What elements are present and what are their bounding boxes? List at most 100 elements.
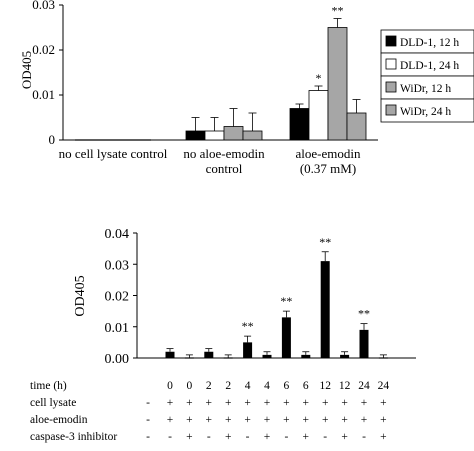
table-cell: 12 (339, 380, 351, 392)
bottom-chart-bar (243, 342, 253, 358)
table-cell: - (168, 431, 172, 443)
table-cell: 4 (264, 380, 270, 392)
bottom-chart-significance-mark: ** (280, 294, 292, 308)
top-chart-bar (308, 90, 329, 141)
table-cell: 12 (319, 380, 331, 392)
table-cell: + (341, 414, 348, 426)
top-chart-legend-swatch (385, 58, 397, 70)
table-cell: + (186, 397, 193, 409)
table-cell: + (167, 414, 174, 426)
table-cell: + (322, 414, 329, 426)
top-chart-legend-label: WiDr, 24 h (400, 106, 451, 118)
top-chart-bar (242, 130, 263, 141)
top-chart-bar (223, 126, 244, 141)
table-cell: + (303, 397, 310, 409)
top-chart-group-label: no aloe-emodin (183, 146, 265, 161)
table-cell: + (303, 414, 310, 426)
table-cell: 4 (245, 380, 251, 392)
table-cell: + (361, 414, 368, 426)
top-chart-y-axis-label: OD405 (19, 51, 34, 89)
table-cell: + (303, 431, 310, 443)
table-cell: 2 (225, 380, 231, 392)
bottom-chart-bars: ** ** ** ** (165, 235, 388, 359)
top-chart-bar (204, 130, 225, 141)
bottom-chart-y-ticks: 0.00 0.01 0.02 0.03 0.04 (105, 227, 137, 367)
top-chart-y-tick-label: 0.01 (32, 87, 55, 102)
table-cell: + (380, 431, 387, 443)
table-cell: + (264, 414, 271, 426)
bottom-chart-y-axis-label: OD405 (73, 275, 88, 316)
table-cell: + (244, 397, 251, 409)
table-cell: + (264, 431, 271, 443)
table-cell: + (225, 397, 232, 409)
top-chart-legend: DLD-1, 12 h DLD-1, 24 h WiDr, 12 h WiDr, 24… (380, 29, 474, 123)
top-chart-legend-label: DLD-1, 12 h (400, 37, 459, 49)
top-chart-significance-mark: ** (332, 4, 344, 18)
top-chart-group-label: (0.37 mM) (300, 161, 356, 176)
bottom-chart-axes (136, 233, 416, 359)
top-chart-y-tick-label: 0.02 (32, 42, 55, 57)
bottom-chart-bar (281, 317, 291, 358)
table-row-label: aloe-emodin (30, 414, 88, 426)
table-lead-cell: - (146, 414, 150, 426)
table-cell: + (380, 397, 387, 409)
top-chart-group-label: no cell lysate control (59, 146, 168, 161)
bottom-chart: OD405 0.00 0.01 0.02 0.03 0.04 ** ** ** ** time… (30, 227, 416, 443)
top-chart-bar (289, 108, 310, 141)
table-cell: - (323, 431, 327, 443)
bottom-chart-bar (320, 261, 330, 358)
table-cell: + (244, 414, 251, 426)
top-chart: OD405 0 0.01 0.02 0.03 *** no cell lysate c… (19, 0, 474, 176)
top-chart-legend-swatch (385, 35, 397, 47)
top-chart-legend-swatch (385, 81, 397, 93)
top-chart-y-ticks: 0 0.01 0.02 0.03 (32, 0, 63, 147)
top-chart-bar (185, 130, 206, 141)
bottom-chart-y-tick-label: 0.02 (105, 290, 130, 305)
table-cell: + (167, 397, 174, 409)
table-cell: - (284, 431, 288, 443)
top-chart-group-label: aloe-emodin (296, 146, 361, 161)
top-chart-bars: *** (75, 4, 367, 141)
bottom-chart-y-tick-label: 0.04 (105, 227, 130, 242)
table-row-label: cell lysate (30, 397, 76, 409)
top-chart-legend-label: WiDr, 12 h (400, 83, 451, 95)
table-cell: + (380, 414, 387, 426)
table-cell: + (283, 414, 290, 426)
top-chart-legend-swatch (385, 104, 397, 116)
table-lead-cell: - (146, 397, 150, 409)
top-chart-legend-label: DLD-1, 24 h (400, 60, 459, 72)
bottom-chart-bar (165, 351, 175, 358)
top-chart-group-label: control (206, 161, 243, 176)
top-chart-bar (327, 27, 348, 141)
table-cell: - (362, 431, 366, 443)
table-cell: + (322, 397, 329, 409)
bottom-chart-y-tick-label: 0.03 (105, 258, 130, 273)
table-cell: + (206, 397, 213, 409)
table-cell: - (207, 431, 211, 443)
bottom-chart-y-tick-label: 0.01 (105, 321, 130, 336)
top-chart-group-labels: no cell lysate control no aloe-emodincont… (59, 146, 361, 176)
table-cell: + (361, 397, 368, 409)
bottom-chart-significance-mark: ** (358, 307, 370, 321)
table-lead-cell: - (146, 431, 150, 443)
table-cell: 0 (167, 380, 173, 392)
table-cell: 2 (206, 380, 212, 392)
bottom-chart-bar (340, 354, 350, 358)
table-cell: - (246, 431, 250, 443)
table-cell: + (283, 397, 290, 409)
top-chart-bar (346, 112, 367, 141)
bottom-chart-bar (262, 354, 272, 358)
table-row-label: time (h) (30, 380, 67, 392)
table-cell: + (341, 431, 348, 443)
table-cell: + (341, 397, 348, 409)
table-cell: 24 (378, 380, 390, 392)
top-chart-legend-item (380, 98, 474, 123)
table-cell: + (225, 414, 232, 426)
top-chart-y-tick-label: 0 (49, 132, 56, 147)
bottom-chart-bar (359, 329, 369, 358)
bottom-chart-bar (204, 351, 214, 358)
table-cell: + (225, 431, 232, 443)
top-chart-y-tick-label: 0.03 (32, 0, 55, 12)
table-cell: + (206, 414, 213, 426)
